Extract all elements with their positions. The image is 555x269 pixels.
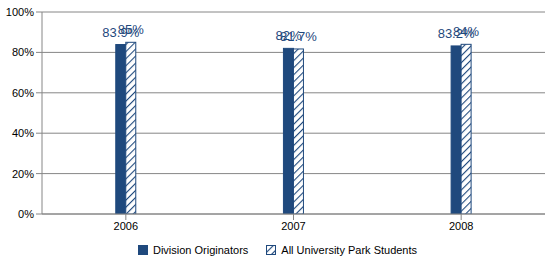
svg-text:2008: 2008 [449, 220, 473, 232]
svg-text:20%: 20% [12, 168, 34, 180]
svg-text:80%: 80% [12, 46, 34, 58]
html-text:All University Park Students: All University Park Students [281, 244, 417, 256]
html-text:Division Originators: Division Originators [153, 244, 249, 256]
svg-text:81.7%: 81.7% [280, 29, 317, 44]
svg-text:40%: 40% [12, 127, 34, 139]
svg-text:2007: 2007 [281, 220, 305, 232]
svg-text:100%: 100% [8, 6, 34, 18]
svg-text:2006: 2006 [114, 220, 138, 232]
svg-text:85%: 85% [118, 22, 144, 37]
svg-text:84%: 84% [453, 24, 479, 39]
svg-text:60%: 60% [12, 87, 34, 99]
svg-text:0%: 0% [18, 208, 34, 220]
